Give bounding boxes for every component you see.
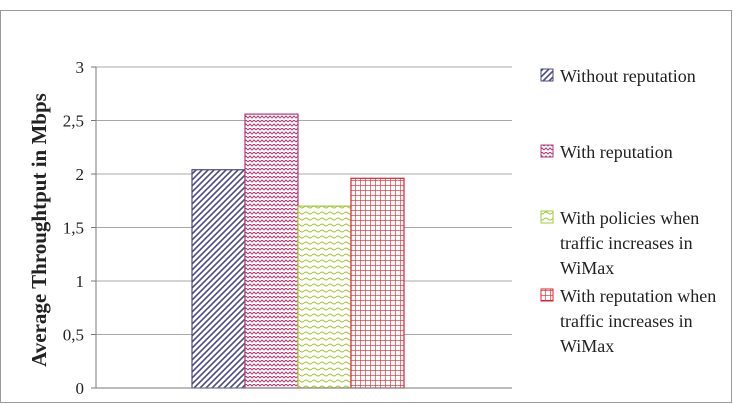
bar-3 (297, 205, 352, 389)
y-tick-label: 2 (76, 165, 85, 184)
legend-label-4: With reputation when (560, 286, 716, 306)
y-tick-labels: 0 0,5 1 1,5 2 2,5 3 (63, 58, 84, 398)
legend-label-3: traffic increases in (560, 233, 693, 253)
legend-label-3: WiMax (560, 258, 614, 278)
bar-4 (350, 177, 405, 389)
legend: Without reputation With reputation With po… (540, 66, 716, 356)
y-tick-label: 0,5 (63, 326, 84, 345)
y-axis-label: Average Throughtput in Mbps (27, 93, 51, 367)
y-tick-label: 1 (76, 272, 85, 291)
legend-label-3: With policies when (560, 208, 699, 228)
legend-swatch-3 (540, 210, 554, 224)
bar-1 (191, 169, 246, 389)
chart-border (0, 10, 732, 403)
legend-swatch-1 (540, 68, 554, 82)
bar-2 (244, 113, 299, 389)
y-tick-label: 0 (76, 379, 85, 398)
legend-label-4: traffic increases in (560, 311, 693, 331)
legend-swatch-2 (540, 144, 554, 158)
y-tick-label: 1,5 (63, 219, 84, 238)
legend-label-2: With reputation (560, 142, 673, 162)
axes (95, 67, 512, 389)
legend-label-4: WiMax (560, 336, 614, 356)
y-tick-label: 3 (76, 58, 85, 77)
y-tick-label: 2,5 (63, 112, 84, 131)
bars (191, 113, 405, 389)
legend-label-1: Without reputation (560, 66, 696, 86)
legend-swatch-4 (540, 288, 554, 302)
